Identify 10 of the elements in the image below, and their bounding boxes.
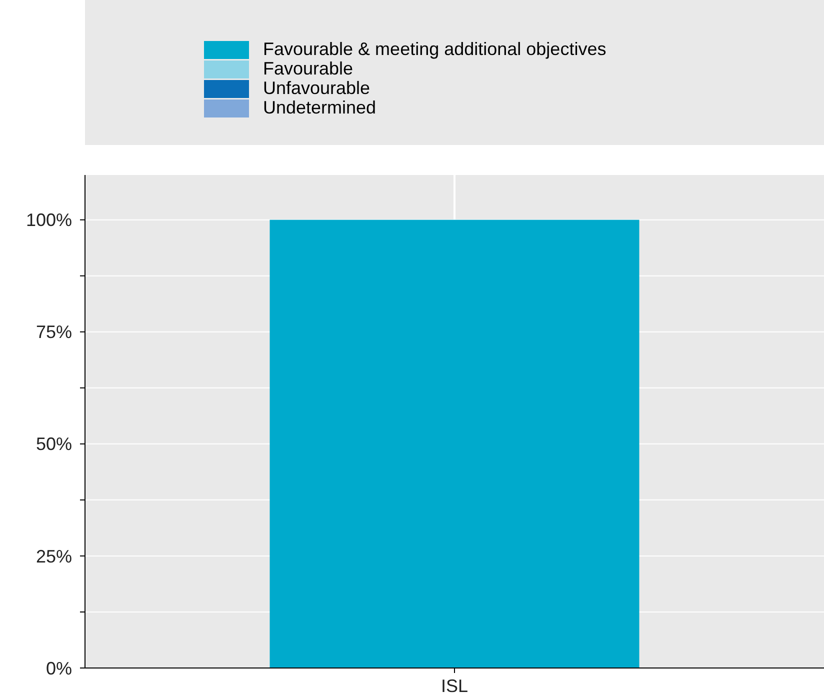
y-tick-label: 75% bbox=[36, 322, 72, 342]
legend-label: Unfavourable bbox=[263, 78, 370, 98]
y-tick-label: 100% bbox=[26, 210, 72, 230]
legend-label: Favourable & meeting additional objectives bbox=[263, 39, 606, 59]
legend-label: Undetermined bbox=[263, 98, 376, 118]
y-tick-label: 0% bbox=[46, 658, 72, 678]
y-tick-label: 25% bbox=[36, 546, 72, 566]
legend-label: Favourable bbox=[263, 58, 354, 78]
x-tick-label: ISL bbox=[440, 676, 468, 696]
y-tick-label: 50% bbox=[36, 434, 72, 454]
